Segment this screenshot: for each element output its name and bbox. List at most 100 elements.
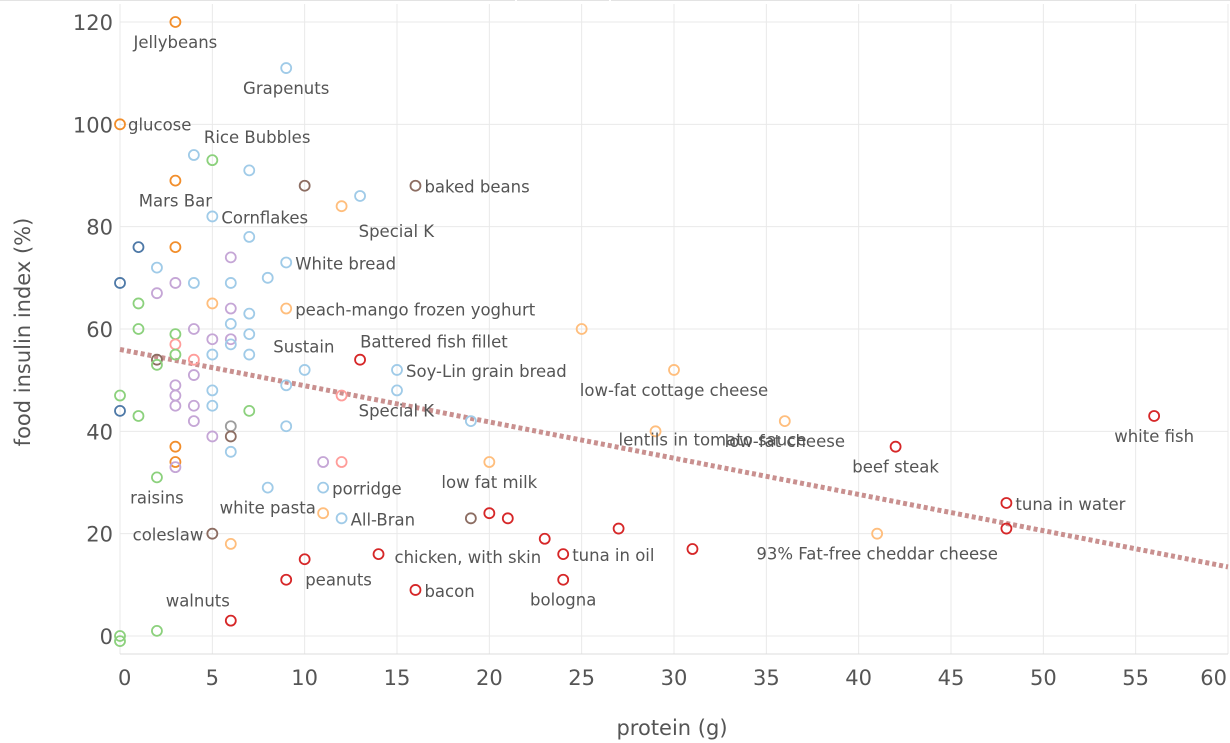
data-point [224,538,237,550]
point-label: Soy-Lin grain bread [406,362,567,381]
data-point [206,430,219,443]
data-point [224,614,237,627]
point-label: Sustain [273,338,334,357]
data-point [280,420,293,433]
top-strip-segment [0,0,515,4]
y-tick-label: 100 [73,113,113,137]
data-point [612,522,625,535]
data-point [391,364,403,376]
y-tick-label: 20 [86,523,113,547]
data-point [871,527,884,540]
x-tick-label: 30 [661,666,688,690]
x-tick-label: 5 [206,666,219,690]
data-point [501,512,514,525]
data-point [538,532,551,545]
data-point [169,389,182,402]
x-tick-label: 25 [568,666,595,690]
data-point [206,348,219,361]
data-point [187,277,200,289]
data-point [354,353,366,366]
data-point [575,323,588,335]
data-point [187,353,200,366]
data-point [169,379,182,392]
trend-line [119,347,1229,570]
data-point [151,261,163,274]
data-points [114,16,1161,648]
point-label: Rice Bubbles [204,128,311,147]
data-point [114,118,126,131]
data-point [409,584,422,596]
point-label: white fish [1114,427,1194,446]
data-point [372,548,385,561]
point-label: peanuts [305,571,372,590]
data-point [224,445,237,458]
x-tick-label: 45 [938,666,965,690]
data-point [132,410,145,422]
x-tick-label: 10 [291,666,318,690]
data-point [169,16,182,28]
data-point [280,62,293,74]
x-tick-label: 60 [1200,666,1227,690]
data-point [114,404,126,417]
y-axis-title: food insulin index (%) [11,218,35,447]
data-point [889,440,902,453]
data-point [483,507,496,520]
data-point [206,297,219,310]
data-point [317,481,330,494]
point-label: porridge [332,480,402,499]
data-point [151,358,163,371]
point-label: 93% Fat-free cheddar cheese [756,545,998,564]
top-strip-segment [611,0,1230,4]
x-tick-label: 0 [118,666,131,690]
data-point [668,364,680,376]
data-point [409,179,422,192]
data-point [335,389,348,402]
point-label: bacon [424,582,474,601]
data-point [206,384,219,397]
data-point [298,364,311,376]
x-tick-labels: 0 5 10 15 20 25 30 35 40 45 50 55 60 [118,666,1227,690]
point-label: All-Bran [351,510,416,529]
data-point [224,302,237,315]
point-label: peach-mango frozen yoghurt [295,301,536,320]
point-label: Special K [359,222,436,241]
data-point [317,456,330,468]
data-point [132,297,145,310]
data-point [169,399,182,412]
data-point [335,200,348,213]
data-point [483,456,496,468]
data-point [778,415,791,428]
data-point [169,338,182,351]
data-point [169,348,182,361]
data-point [151,353,163,366]
data-point [114,389,126,402]
data-point [464,512,477,525]
data-point [187,369,200,381]
data-point [280,302,293,315]
data-point [224,420,237,433]
point-labels: Jellybeans Grapenuts glucose Rice Bubbles Ma… [128,33,1194,611]
data-point [261,481,274,494]
data-point [280,256,293,269]
data-point [187,149,200,161]
point-label: White bread [295,254,396,273]
data-point [206,527,219,540]
data-point [224,338,237,351]
point-label: Cornflakes [221,208,308,227]
point-label: low-fat cottage cheese [580,381,768,400]
x-tick-label: 15 [384,666,411,690]
point-label: white pasta [220,499,316,518]
data-point [224,251,237,264]
data-point [335,512,348,525]
x-tick-label: 20 [476,666,503,690]
data-point [114,630,126,642]
data-point [132,241,145,254]
data-point [354,190,366,202]
data-point [243,230,256,243]
point-label: chicken, with skin [395,548,542,567]
point-label: baked beans [424,178,529,197]
data-point [187,415,200,428]
x-tick-label: 55 [1122,666,1149,690]
data-point [298,553,311,566]
